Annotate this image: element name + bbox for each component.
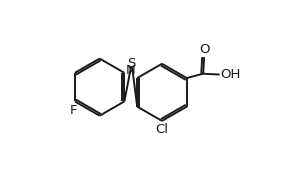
Text: OH: OH [220,68,241,81]
Text: F: F [70,104,77,117]
Text: S: S [128,57,136,70]
Text: Cl: Cl [156,123,168,136]
Text: N: N [126,64,136,77]
Text: O: O [199,43,209,56]
